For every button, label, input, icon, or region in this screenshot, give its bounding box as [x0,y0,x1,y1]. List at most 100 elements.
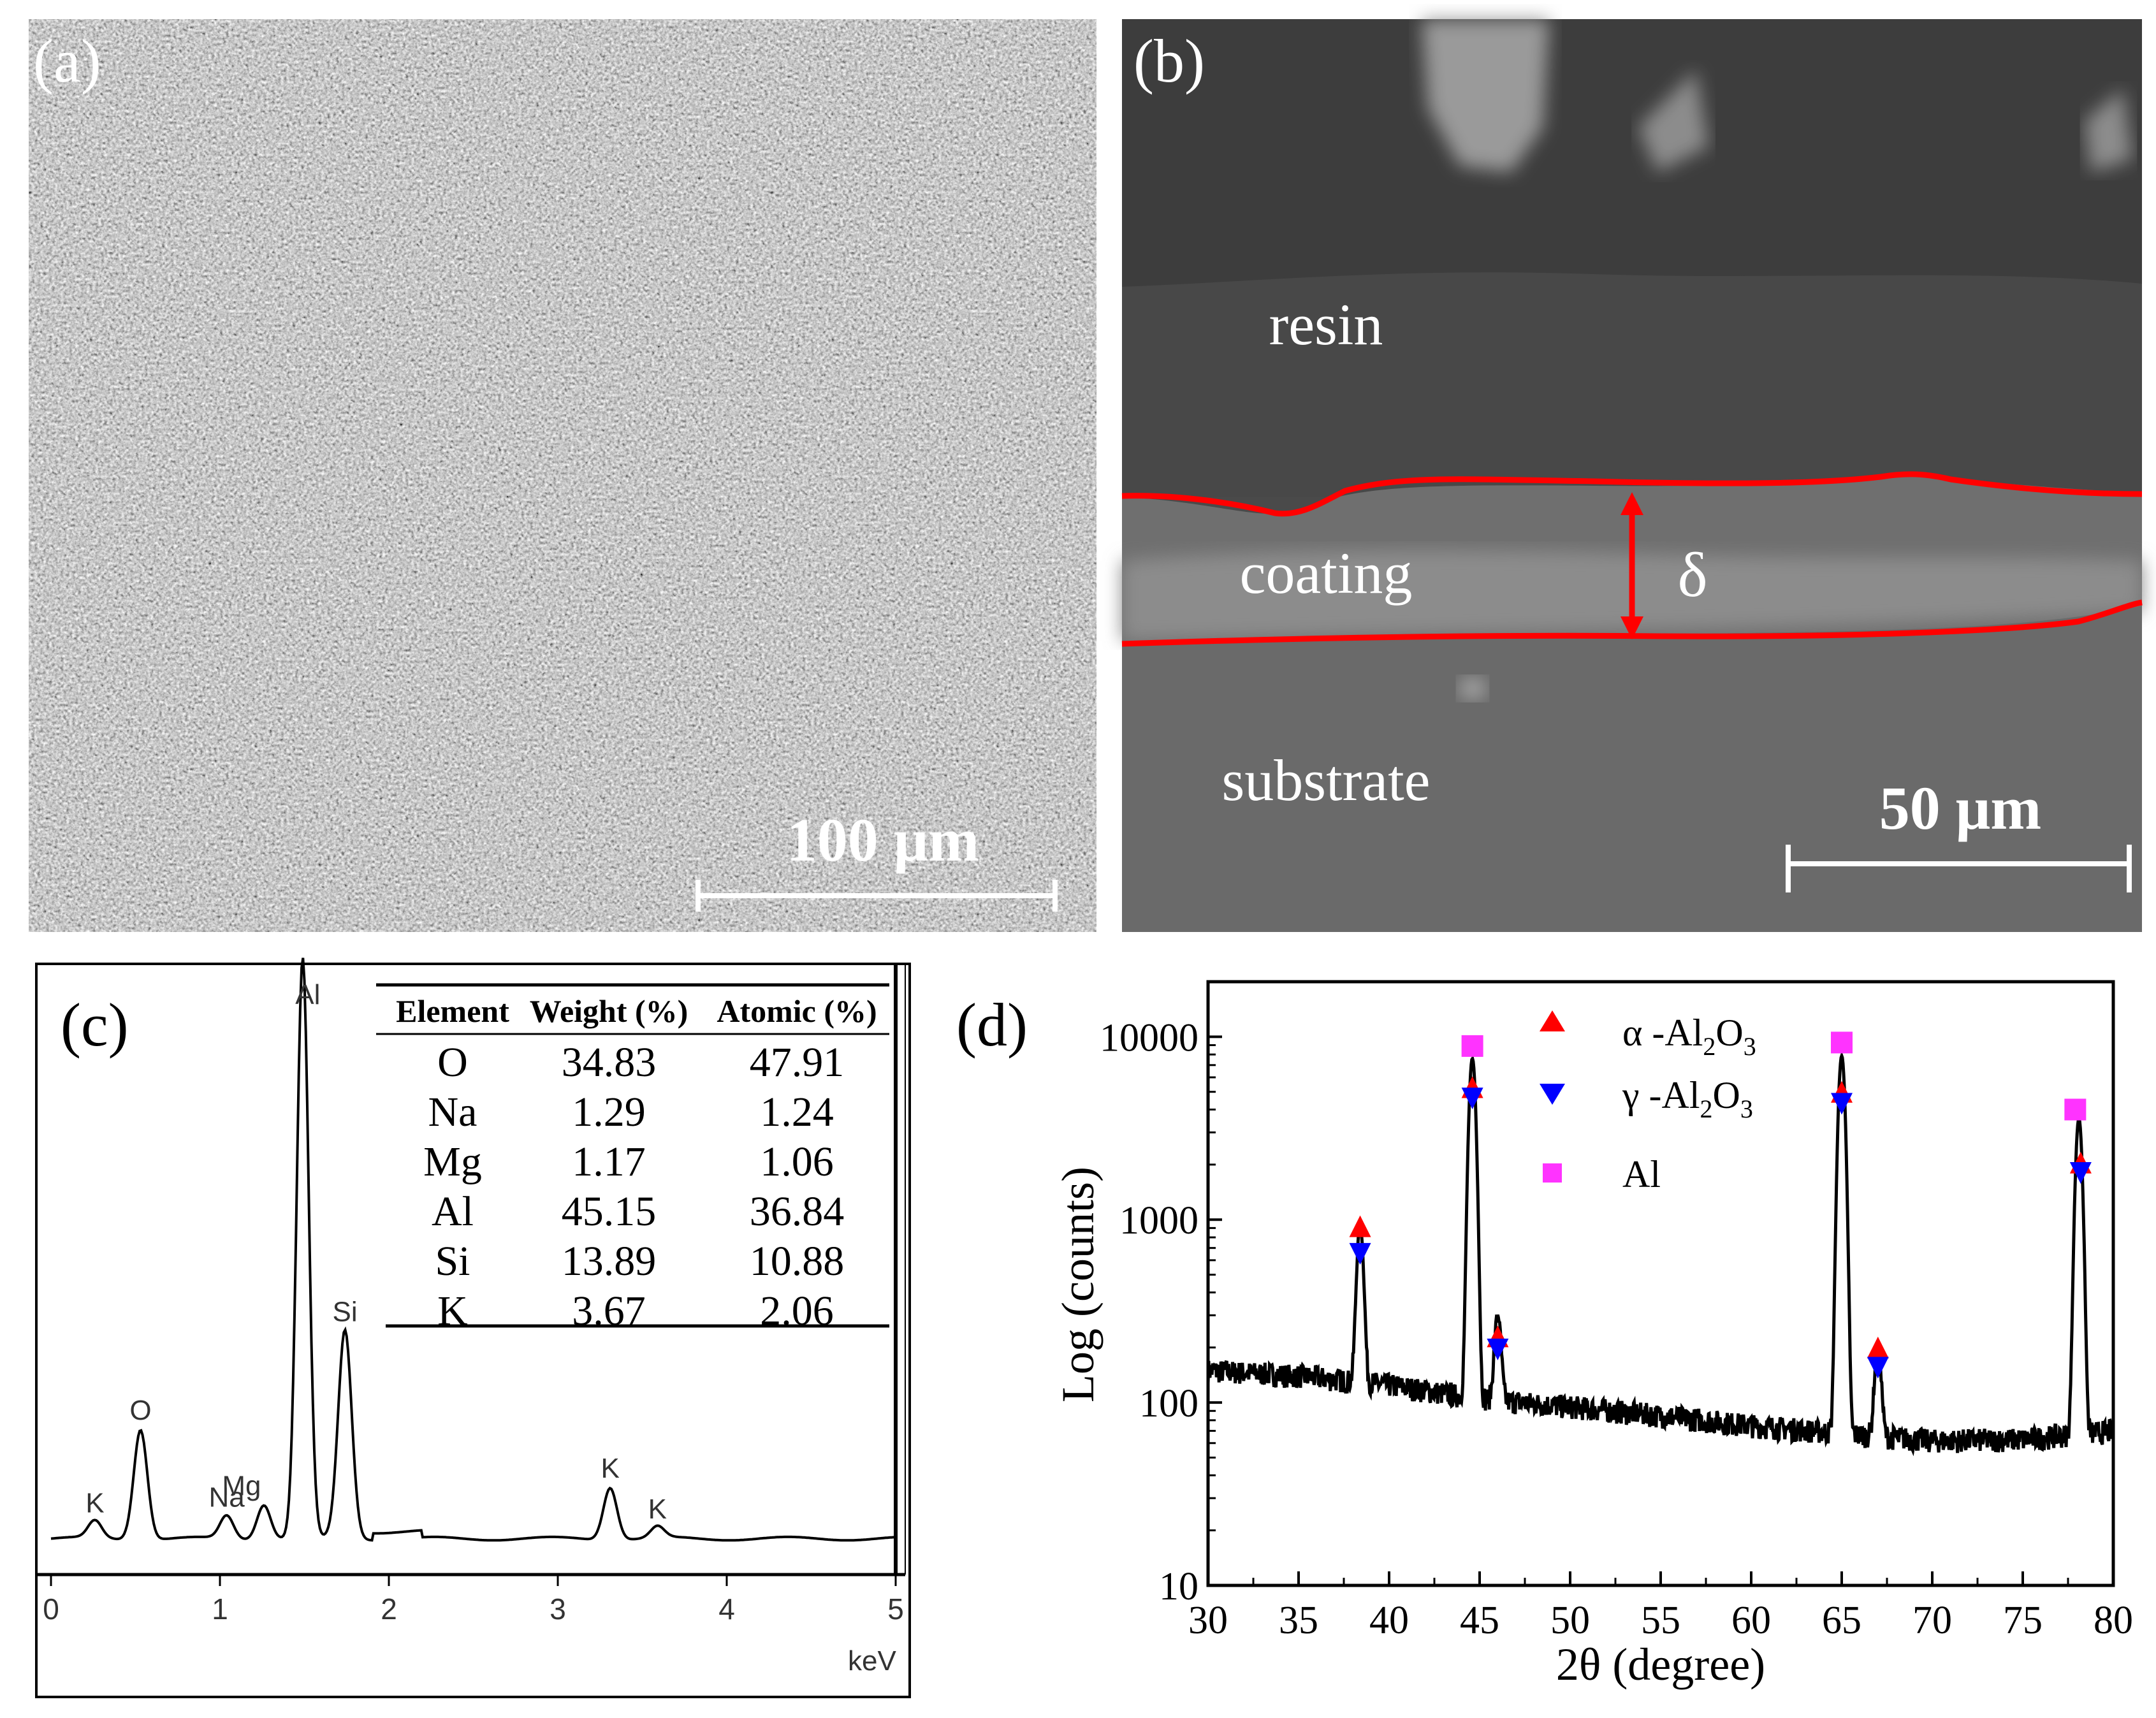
table-cell: Al [432,1188,474,1235]
panel-label-a: (a) [33,27,101,95]
resin-particle [1422,19,1549,172]
sem-texture-a [29,19,1096,932]
resin-label: resin [1269,292,1383,357]
al-marker [1461,1035,1483,1057]
delta-symbol: δ [1677,539,1707,610]
alpha-al2o3-marker [1349,1215,1371,1237]
panel-label-b: (b) [1133,27,1205,95]
xrd-x-tick-label: 45 [1460,1599,1499,1642]
eds-peak-label: Al [295,979,320,1010]
table-cell: 47.91 [750,1039,845,1086]
xrd-plot-frame [1206,980,2115,1587]
eds-peak-label: K [601,1453,619,1484]
scale-bar-label-a: 100 μm [787,806,979,874]
al-marker [2064,1098,2087,1121]
eds-peak-label: Si [333,1296,358,1327]
gamma-al2o3-marker [2069,1162,2092,1184]
xrd-x-tick-label: 40 [1369,1599,1409,1642]
scale-bar-label-b: 50 μm [1879,774,2041,842]
legend-alpha-label: α -Al2O3 [1622,1012,1756,1061]
eds-spectrum-line [50,957,896,1542]
xrd-x-axis-label: 2θ (degree) [1556,1639,1765,1690]
table-cell: 3.67 [572,1288,646,1334]
eds-x-tick-label: 3 [550,1592,566,1626]
gamma-al2o3-marker [1487,1338,1509,1360]
xrd-y-tick-label: 10 [1159,1565,1198,1608]
table-cell: 10.88 [750,1238,845,1285]
eds-x-tick-label: 1 [212,1592,228,1626]
legend-gamma-label: γ -Al2O3 [1622,1074,1753,1123]
coating-bottom-outline [1121,599,2143,647]
table-cell: 1.29 [572,1089,646,1135]
legend-alpha-marker [1540,1010,1565,1031]
eds-x-tick-label: 2 [381,1592,397,1626]
table-cell: Mg [423,1139,482,1185]
scale-bar-a [696,880,1058,912]
xrd-phase-markers [1349,1031,2092,1379]
panel-b: (b) resin coating substrate δ 50 μm [1121,19,2143,932]
table-cell: 1.17 [572,1139,646,1185]
table-header-cell: Atomic (%) [717,993,877,1029]
eds-peak-label: K [85,1488,104,1519]
substrate-region [1122,606,2142,932]
eds-peak-label: Na [208,1482,245,1513]
panel-a: (a) 100 μm [29,19,1096,932]
substrate-particle [1459,677,1487,700]
eds-peak-label: K [648,1494,667,1525]
alpha-al2o3-marker [1867,1336,1889,1358]
gamma-al2o3-marker [1867,1357,1889,1379]
coating-label: coating [1240,541,1413,606]
xrd-x-tick-label: 80 [2094,1599,2133,1642]
legend-gamma-marker [1540,1084,1565,1105]
resin-band [1122,272,2142,497]
xrd-y-tick-label: 1000 [1119,1199,1198,1242]
table-cell: 34.83 [562,1039,657,1086]
xrd-x-tick-label: 35 [1279,1599,1318,1642]
table-cell: 45.15 [562,1188,657,1235]
table-header-cell: Element [396,993,509,1029]
gamma-al2o3-marker [1461,1088,1483,1110]
gamma-al2o3-marker [1831,1093,1853,1115]
eds-x-ticks: 0 1 2 3 4 5 [43,1575,904,1626]
panel-label-c: (c) [61,991,129,1059]
eds-x-axis-label: keV [848,1645,896,1677]
xrd-axes: 30 35 40 45 50 55 60 65 70 75 80 10 100 1000 10000 [1100,1016,2133,1642]
table-cell: 13.89 [562,1238,657,1285]
resin-particle [1638,70,1708,172]
resin-particle [2085,89,2132,172]
xrd-y-tick-label: 10000 [1100,1016,1198,1059]
legend-item-al: Al [1543,1153,1661,1195]
xrd-x-tick-label: 70 [1912,1599,1952,1642]
legend-al-marker [1543,1163,1562,1183]
eds-x-tick-label: 4 [718,1592,735,1626]
panel-d: 30 35 40 45 50 55 60 65 70 75 80 10 100 1000 10000 2θ … [956,980,2133,1690]
table-cell: 36.84 [750,1188,845,1235]
eds-x-tick-label: 5 [887,1592,904,1626]
xrd-legend: α -Al2O3 γ -Al2O3 Al [1540,1010,1756,1195]
eds-peak-label: O [129,1395,151,1426]
panel-label-d: (d) [956,991,1028,1059]
table-cell: 1.06 [760,1139,834,1185]
xrd-x-tick-label: 30 [1188,1599,1228,1642]
table-cell: 1.24 [760,1089,834,1135]
legend-item-alpha: α -Al2O3 [1540,1010,1756,1061]
xrd-y-tick-label: 100 [1139,1382,1198,1425]
table-cell: O [437,1039,468,1086]
gamma-al2o3-marker [1349,1242,1371,1265]
table-cell: 2.06 [760,1288,834,1334]
coating-top-outline [1121,471,2143,517]
legend-al-label: Al [1622,1153,1661,1195]
legend-item-gamma: γ -Al2O3 [1540,1074,1753,1123]
xrd-x-tick-label: 55 [1641,1599,1680,1642]
xrd-x-tick-label: 60 [1731,1599,1771,1642]
table-cell: K [437,1288,468,1334]
al-marker [1831,1031,1853,1054]
xrd-y-axis-label: Log (counts) [1053,1167,1103,1402]
xrd-x-tick-label: 50 [1550,1599,1590,1642]
xrd-x-tick-label: 65 [1822,1599,1861,1642]
xrd-x-tick-label: 75 [2003,1599,2043,1642]
table-header-cell: Weight (%) [530,993,688,1029]
substrate-label: substrate [1221,748,1430,813]
